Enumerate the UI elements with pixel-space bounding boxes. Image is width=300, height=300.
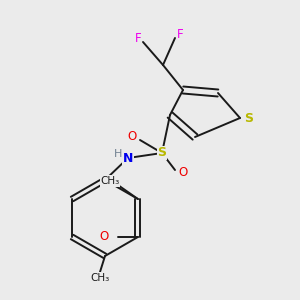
Text: CH₃: CH₃ — [90, 273, 110, 283]
Text: O: O — [128, 130, 136, 143]
Text: F: F — [177, 28, 183, 40]
Text: S: S — [244, 112, 253, 124]
Text: N: N — [123, 152, 133, 164]
Text: F: F — [135, 32, 141, 44]
Text: O: O — [99, 230, 109, 244]
Text: O: O — [178, 167, 188, 179]
Text: CH₃: CH₃ — [100, 176, 119, 186]
Text: H: H — [114, 149, 122, 159]
Text: S: S — [158, 146, 166, 160]
